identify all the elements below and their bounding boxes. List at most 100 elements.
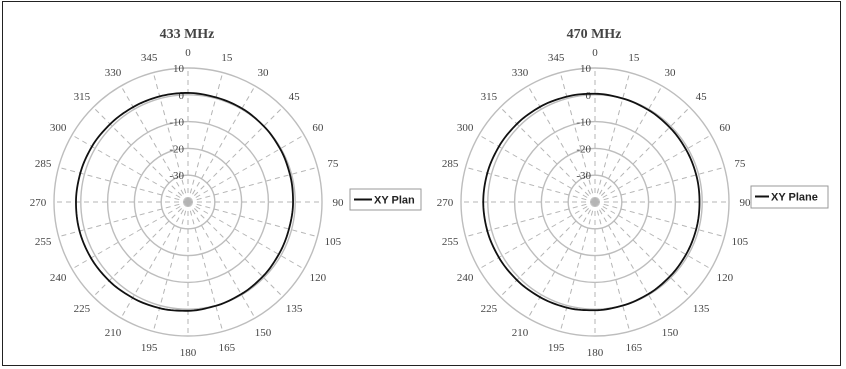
grid-circle: [487, 94, 703, 310]
angle-tick-label: 270: [30, 197, 47, 209]
angle-tick-label: 90: [333, 197, 345, 209]
angle-tick-label: 15: [221, 52, 233, 64]
angle-tick-label: 255: [442, 236, 459, 248]
radial-tick-label: -10: [169, 117, 184, 129]
grid-circle: [513, 120, 677, 284]
angle-tick-label: 210: [105, 327, 122, 339]
legend-box: [750, 185, 829, 209]
grid-spoke: [187, 72, 224, 203]
angle-tick-label: 90: [740, 197, 752, 209]
polar-grid: [53, 67, 323, 337]
legend-label: XY Plan: [374, 195, 415, 207]
radial-tick-label: 10: [173, 63, 185, 75]
angle-tick-label: 195: [141, 342, 158, 354]
angle-tick-label: 120: [717, 272, 734, 284]
grid-spoke: [92, 201, 189, 298]
grid-spoke: [120, 85, 189, 203]
angle-tick-label: 315: [481, 91, 498, 103]
grid-spoke: [152, 201, 189, 332]
angle-tick-label: 255: [35, 236, 52, 248]
legend: XY Plane: [750, 185, 829, 209]
angle-tick-label: 105: [732, 236, 749, 248]
legend-label: XY Plane: [771, 192, 818, 204]
radial-ticks: 10 0 -10 -20 -30: [576, 63, 591, 182]
angle-tick-label: 330: [512, 67, 529, 79]
radial-ticks: 10 0 -10 -20 -30: [169, 63, 184, 182]
grid-spoke: [594, 72, 631, 203]
polar-grid: [460, 67, 730, 337]
grid-circle: [567, 174, 623, 230]
grid-circle: [160, 174, 216, 230]
angle-tick-label: 330: [105, 67, 122, 79]
radial-tick-label: -20: [576, 143, 591, 155]
series-lines: [75, 92, 294, 312]
grid-spoke: [594, 166, 725, 203]
grid-spoke: [527, 85, 596, 203]
grid-spoke: [594, 201, 631, 332]
angle-tick-label: 225: [481, 303, 498, 315]
grid-spoke: [527, 201, 596, 319]
grid-spoke: [187, 201, 305, 270]
grid-spoke: [594, 106, 691, 203]
grid-circle: [80, 94, 296, 310]
angle-tick-label: 165: [219, 342, 236, 354]
grid-spoke: [120, 201, 189, 319]
grid-circle: [106, 120, 270, 284]
angle-tick-label: 180: [180, 347, 197, 359]
angle-tick-label: 135: [693, 303, 710, 315]
angle-tick-label: 0: [185, 47, 191, 59]
angle-tick-label: 30: [258, 67, 270, 79]
legend-box: [349, 188, 422, 211]
grid-circle: [133, 147, 243, 257]
grid-spoke: [594, 201, 663, 319]
grid-spoke: [499, 106, 596, 203]
radial-tick-label: 0: [179, 90, 185, 102]
angle-tick-label: 150: [662, 327, 679, 339]
angle-tick-label: 135: [286, 303, 303, 315]
angle-tick-label: 15: [628, 52, 640, 64]
grid-spoke: [187, 201, 318, 238]
grid-circle: [53, 67, 323, 337]
legend: XY Plan: [349, 188, 422, 211]
grid-spoke: [92, 106, 189, 203]
series-lines: [482, 92, 701, 312]
angle-tick-label: 60: [719, 122, 731, 134]
radial-tick-label: 0: [586, 90, 592, 102]
grid-spoke: [187, 166, 318, 203]
grid-circle: [460, 67, 730, 337]
angle-tick-label: 150: [255, 327, 272, 339]
angle-tick-label: 75: [327, 158, 339, 170]
grid-circle: [540, 147, 650, 257]
grid-spoke: [71, 201, 189, 270]
grid-spoke: [559, 72, 596, 203]
grid-spoke: [187, 201, 284, 298]
grid-spoke: [559, 201, 596, 332]
angle-tick-label: 165: [626, 342, 643, 354]
angle-tick-label: 210: [512, 327, 529, 339]
grid-spoke: [594, 85, 663, 203]
angle-tick-label: 240: [50, 272, 67, 284]
chart-433mhz: 433 MHz 0 15 30 45 60 75 90 105 120 135 150 165 180 1…: [30, 27, 422, 359]
angle-tick-label: 240: [457, 272, 474, 284]
angle-tick-label: 300: [50, 122, 67, 134]
angle-tick-label: 300: [457, 122, 474, 134]
angle-tick-label: 120: [310, 272, 327, 284]
angular-ticks: 0 15 30 45 60 75 90 105 120 135 150 165 180 195 210 225…: [30, 47, 344, 359]
chart-title: 470 MHz: [567, 27, 622, 42]
angle-tick-label: 195: [548, 342, 565, 354]
grid-spoke: [152, 72, 189, 203]
angle-tick-label: 75: [734, 158, 746, 170]
radial-tick-label: -30: [169, 170, 184, 182]
angle-tick-label: 225: [74, 303, 91, 315]
angular-ticks: 0 15 30 45 60 75 90 105 120 135 150 165 180 195 210 225…: [437, 47, 751, 359]
angle-tick-label: 45: [696, 91, 708, 103]
grid-spoke: [187, 201, 256, 319]
radial-tick-label: -20: [169, 143, 184, 155]
angle-tick-label: 45: [289, 91, 301, 103]
grid-spoke: [187, 201, 224, 332]
grid-spoke: [187, 134, 305, 203]
series-line: [482, 92, 701, 312]
angle-tick-label: 105: [325, 236, 342, 248]
angle-tick-label: 285: [35, 158, 52, 170]
